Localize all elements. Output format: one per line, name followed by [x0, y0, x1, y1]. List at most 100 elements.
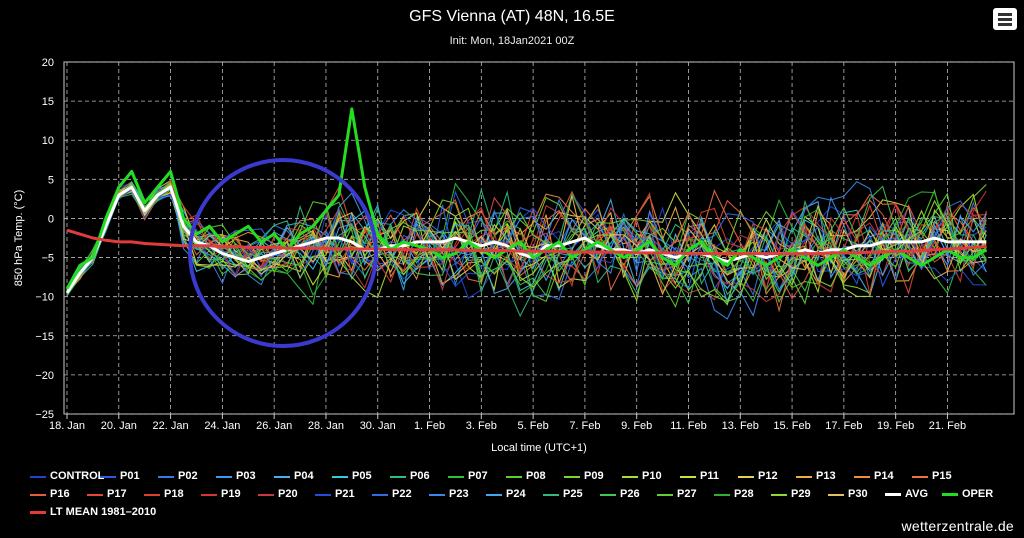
legend-symbol	[657, 494, 673, 496]
legend-symbol	[100, 476, 116, 478]
legend-symbol	[332, 476, 348, 478]
series-line-avg	[65, 185, 987, 294]
legend-symbol	[854, 476, 870, 478]
y-tick-label: 5	[48, 174, 54, 186]
y-tick-label: −25	[35, 409, 54, 421]
legend-symbol	[885, 493, 901, 496]
ensemble-line-p21	[66, 188, 987, 303]
legend-symbol	[390, 476, 406, 478]
ensemble-line-p30	[66, 184, 987, 296]
x-tick-label: 17. Feb	[825, 420, 862, 432]
legend-symbol	[680, 476, 696, 478]
y-tick-label: 15	[42, 96, 54, 108]
legend-label: P22	[392, 488, 412, 500]
legend-symbol	[600, 494, 616, 496]
legend-symbol	[771, 494, 787, 496]
legend-label: P26	[620, 488, 640, 500]
ensemble-line-p23	[66, 181, 987, 320]
y-tick-label: −20	[35, 370, 54, 382]
legend-label: P14	[874, 470, 894, 482]
legend-symbol	[543, 494, 559, 496]
legend-label: P05	[352, 470, 372, 482]
legend-symbol	[942, 493, 958, 496]
legend-symbol	[30, 476, 46, 478]
legend-label: P17	[107, 488, 127, 500]
legend-symbol	[201, 494, 217, 496]
legend-label: P12	[758, 470, 778, 482]
legend-symbol	[738, 476, 754, 478]
x-tick-label: 7. Feb	[569, 420, 600, 432]
legend-symbol	[30, 511, 46, 514]
legend-symbol	[912, 476, 928, 478]
legend-label: P30	[848, 488, 868, 500]
annotation-circle	[188, 158, 378, 348]
x-tick-label: 20. Jan	[101, 420, 137, 432]
x-tick-label: 24. Jan	[204, 420, 240, 432]
x-tick-label: 26. Jan	[256, 420, 292, 432]
legend-label: P06	[410, 470, 430, 482]
legend-label: P16	[50, 488, 70, 500]
x-tick-label: 9. Feb	[621, 420, 652, 432]
legend-symbol	[622, 476, 638, 478]
legend-label: AVG	[905, 488, 929, 500]
ensemble-line-p09	[66, 184, 987, 294]
x-tick-label: 22. Jan	[153, 420, 189, 432]
legend-label: P18	[164, 488, 184, 500]
legend-label: P03	[236, 470, 256, 482]
x-tick-label: 19. Feb	[877, 420, 914, 432]
legend-symbol	[216, 476, 232, 478]
x-tick-label: 13. Feb	[722, 420, 759, 432]
watermark: wetterzentrale.de	[901, 518, 1014, 534]
legend-label: P02	[178, 470, 198, 482]
legend-label: LT MEAN 1981–2010	[50, 506, 157, 518]
legend-label: P01	[120, 470, 140, 482]
chart-title: GFS Vienna (AT) 48N, 16.5E	[409, 8, 615, 25]
x-axis-label: Local time (UTC+1)	[491, 442, 587, 454]
x-tick-label: 30. Jan	[360, 420, 396, 432]
legend-symbol	[87, 494, 103, 496]
legend-label: P07	[468, 470, 488, 482]
legend-label: P28	[734, 488, 754, 500]
x-tick-label: 11. Feb	[670, 420, 707, 432]
legend-label: P25	[563, 488, 583, 500]
legend-label: P20	[278, 488, 298, 500]
legend-label: P15	[932, 470, 952, 482]
x-tick-label: 28. Jan	[308, 420, 344, 432]
legend-symbol	[315, 494, 331, 496]
legend-label: P13	[816, 470, 836, 482]
menu-icon[interactable]	[993, 8, 1017, 30]
plot-frame	[63, 61, 1015, 415]
ensemble-line-p27	[66, 181, 987, 305]
legend-label: P29	[791, 488, 811, 500]
y-tick-label: 20	[42, 57, 54, 69]
x-tick-label: 1. Feb	[414, 420, 445, 432]
x-tick-label: 15. Feb	[773, 420, 810, 432]
legend-symbol	[158, 476, 174, 478]
y-axis-label: 850 hPa Temp. (°C)	[13, 190, 25, 287]
legend-symbol	[429, 494, 445, 496]
legend-label: P11	[700, 470, 719, 482]
legend-label: P19	[221, 488, 241, 500]
legend-label: P24	[506, 488, 526, 500]
legend-symbol	[274, 476, 290, 478]
legend-label: OPER	[962, 488, 994, 500]
legend-symbol	[144, 494, 160, 496]
legend-symbol	[486, 494, 502, 496]
y-tick-label: −15	[35, 331, 54, 343]
x-tick-label: 3. Feb	[466, 420, 497, 432]
legend-label: P08	[526, 470, 546, 482]
legend-label: CONTROL	[50, 470, 105, 482]
series-line-oper	[65, 107, 988, 290]
legend-label: P21	[335, 488, 355, 500]
legend-symbol	[372, 494, 388, 496]
legend-label: P10	[642, 470, 662, 482]
chart-subtitle: Init: Mon, 18Jan2021 00Z	[449, 35, 575, 47]
ensemble-line-p29	[66, 183, 987, 306]
x-tick-label: 5. Feb	[518, 420, 549, 432]
legend-symbol	[714, 494, 730, 496]
legend-symbol	[564, 476, 580, 478]
x-tick-label: 21. Feb	[929, 420, 966, 432]
legend-symbol	[796, 476, 812, 478]
y-tick-label: −10	[35, 292, 54, 304]
